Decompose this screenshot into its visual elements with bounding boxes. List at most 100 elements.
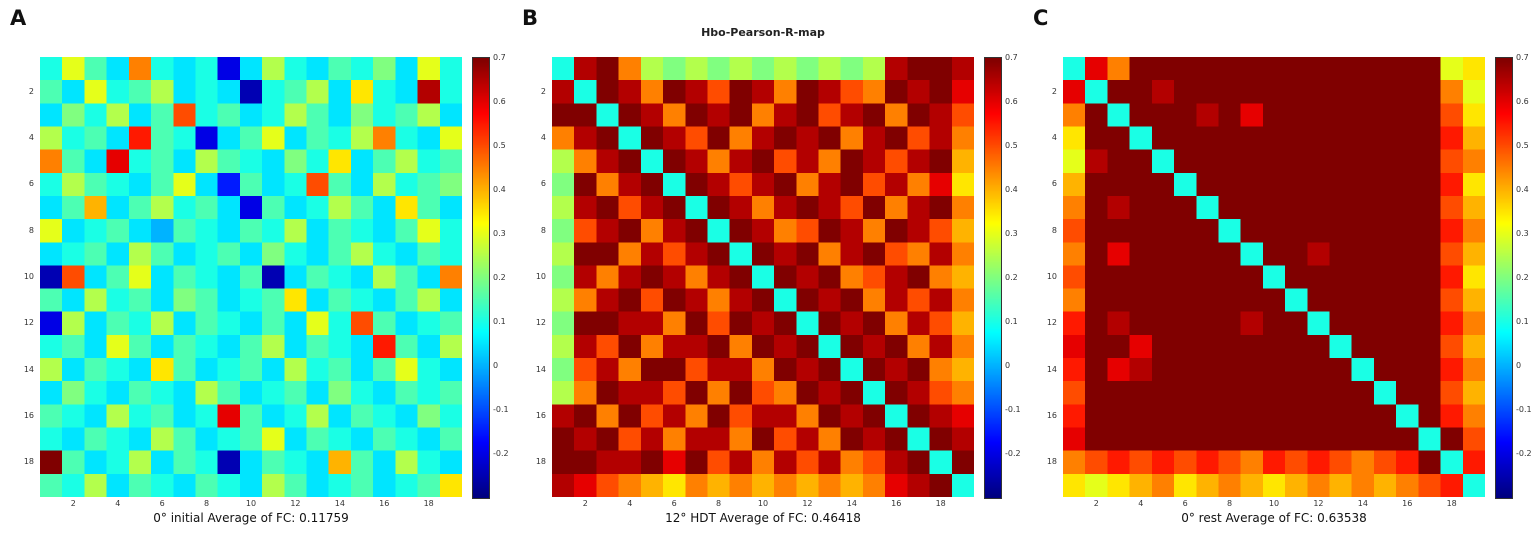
colorbar-tick-label: 0.4 <box>493 185 506 194</box>
y-tick-label: 12 <box>1046 318 1057 328</box>
colorbar-tick-label: 0.1 <box>493 317 506 326</box>
colorbar-tick-label: -0.1 <box>493 405 509 414</box>
colorbar-B <box>984 57 1002 499</box>
y-tick-label: 10 <box>1046 272 1057 281</box>
colorbar-tick-label: 0.4 <box>1516 185 1529 194</box>
colorbar-ticks-C: 0.7 0.6 0.5 0.4 0.3 0.2 0.1 0 -0.1 -0.2 <box>1516 53 1535 497</box>
y-tick-label: 4 <box>1051 133 1057 143</box>
x-tick-label: 10 <box>245 499 257 508</box>
colorbar-tick-label: 0.3 <box>1516 229 1529 238</box>
colorbar-tick-label: 0.6 <box>1005 97 1018 106</box>
x-tick-label: 10 <box>1268 499 1280 508</box>
x-tick-label: 4 <box>1138 499 1144 508</box>
colorbar-tick-label: 0.1 <box>1005 317 1018 326</box>
caption-A: 0° initial Average of FC: 0.11759 <box>153 511 349 525</box>
y-tick-label: 14 <box>1046 364 1057 374</box>
x-tick-label: 8 <box>716 499 722 508</box>
colorbar-ticks-B: 0.7 0.6 0.5 0.4 0.3 0.2 0.1 0 -0.1 -0.2 <box>1005 53 1027 497</box>
colorbar-tick-label: 0.5 <box>1516 141 1529 150</box>
y-tick-label: 18 <box>535 457 546 467</box>
plot-title-B: Hbo-Pearson-R-map <box>701 26 825 39</box>
colorbar-tick-label: -0.1 <box>1516 405 1532 414</box>
panel-label-A: A <box>10 6 27 30</box>
y-tick-label: 14 <box>23 364 34 374</box>
x-axis-ticks-B: 2 4 6 8 10 12 14 16 18 <box>552 499 974 511</box>
x-tick-label: 18 <box>423 499 434 508</box>
panel-label-B: B <box>522 6 539 30</box>
colorbar-tick-label: -0.2 <box>1516 449 1532 458</box>
x-tick-label: 18 <box>1446 499 1457 508</box>
x-tick-label: 16 <box>1402 499 1413 508</box>
x-tick-label: 14 <box>334 499 345 508</box>
x-tick-label: 18 <box>935 499 946 508</box>
colorbar-C <box>1495 57 1513 499</box>
x-axis-ticks-A: 2 4 6 8 10 12 14 16 18 <box>40 499 462 511</box>
y-tick-label: 12 <box>535 318 546 328</box>
y-tick-label: 6 <box>1051 179 1057 189</box>
x-tick-label: 6 <box>671 499 677 508</box>
y-tick-label: 2 <box>28 86 34 96</box>
colorbar-tick-label: 0.7 <box>1516 53 1529 62</box>
y-tick-label: 16 <box>1046 410 1057 420</box>
colorbar-tick-label: 0.2 <box>493 273 506 282</box>
y-tick-label: 16 <box>23 410 34 420</box>
colorbar-tick-label: 0.6 <box>1516 97 1529 106</box>
x-tick-label: 10 <box>757 499 769 508</box>
colorbar-tick-label: 0.3 <box>1005 229 1018 238</box>
colorbar-A <box>472 57 490 499</box>
y-tick-label: 2 <box>540 86 546 96</box>
colorbar-tick-label: 0.2 <box>1516 273 1529 282</box>
x-tick-label: 4 <box>627 499 633 508</box>
y-tick-label: 14 <box>535 364 546 374</box>
colorbar-ticks-A: 0.7 0.6 0.5 0.4 0.3 0.2 0.1 0 -0.1 -0.2 <box>493 53 515 497</box>
x-tick-label: 4 <box>115 499 121 508</box>
y-tick-label: 8 <box>540 225 546 235</box>
colorbar-tick-label: 0.5 <box>493 141 506 150</box>
x-axis-ticks-C: 2 4 6 8 10 12 14 16 18 <box>1063 499 1485 511</box>
x-tick-label: 14 <box>1357 499 1368 508</box>
x-tick-label: 6 <box>1182 499 1188 508</box>
x-tick-label: 16 <box>891 499 902 508</box>
x-tick-label: 8 <box>1227 499 1233 508</box>
panel-B: B Hbo-Pearson-R-map 2 4 6 8 10 12 14 16 18 2 4 6 8 1… <box>512 0 1024 538</box>
colorbar-tick-label: 0.7 <box>1005 53 1018 62</box>
x-tick-label: 14 <box>846 499 857 508</box>
y-axis-ticks-C: 2 4 6 8 10 12 14 16 18 <box>1023 57 1059 497</box>
x-tick-label: 8 <box>204 499 210 508</box>
colorbar-tick-label: -0.1 <box>1005 405 1021 414</box>
x-tick-label: 2 <box>1093 499 1099 508</box>
colorbar-tick-label: 0.2 <box>1005 273 1018 282</box>
y-tick-label: 10 <box>535 272 546 281</box>
caption-C: 0° rest Average of FC: 0.63538 <box>1181 511 1367 525</box>
colorbar-tick-label: 0.7 <box>493 53 506 62</box>
y-tick-label: 10 <box>23 272 34 281</box>
y-tick-label: 18 <box>23 457 34 467</box>
y-tick-label: 18 <box>1046 457 1057 467</box>
y-tick-label: 8 <box>1051 225 1057 235</box>
y-tick-label: 8 <box>28 225 34 235</box>
x-tick-label: 6 <box>159 499 165 508</box>
colorbar-tick-label: 0 <box>1005 361 1011 370</box>
panel-label-C: C <box>1033 6 1049 30</box>
panel-C: C 2 4 6 8 10 12 14 16 18 2 4 6 8 10 12 14 16 18 0.7 0.6 0.… <box>1023 0 1535 538</box>
colorbar-tick-label: -0.2 <box>493 449 509 458</box>
colorbar-tick-label: 0.1 <box>1516 317 1529 326</box>
colorbar-tick-label: 0 <box>493 361 499 370</box>
x-tick-label: 12 <box>1313 499 1324 508</box>
y-tick-label: 4 <box>28 133 34 143</box>
x-tick-label: 2 <box>70 499 76 508</box>
colorbar-tick-label: -0.2 <box>1005 449 1021 458</box>
colorbar-tick-label: 0.4 <box>1005 185 1018 194</box>
heatmap-C <box>1063 57 1485 497</box>
y-tick-label: 4 <box>540 133 546 143</box>
y-tick-label: 16 <box>535 410 546 420</box>
x-tick-label: 12 <box>290 499 301 508</box>
x-tick-label: 16 <box>379 499 390 508</box>
colorbar-tick-label: 0.5 <box>1005 141 1018 150</box>
colorbar-tick-label: 0.6 <box>493 97 506 106</box>
y-axis-ticks-B: 2 4 6 8 10 12 14 16 18 <box>512 57 548 497</box>
y-tick-label: 6 <box>540 179 546 189</box>
heatmap-A <box>40 57 462 497</box>
y-axis-ticks-A: 2 4 6 8 10 12 14 16 18 <box>0 57 36 497</box>
